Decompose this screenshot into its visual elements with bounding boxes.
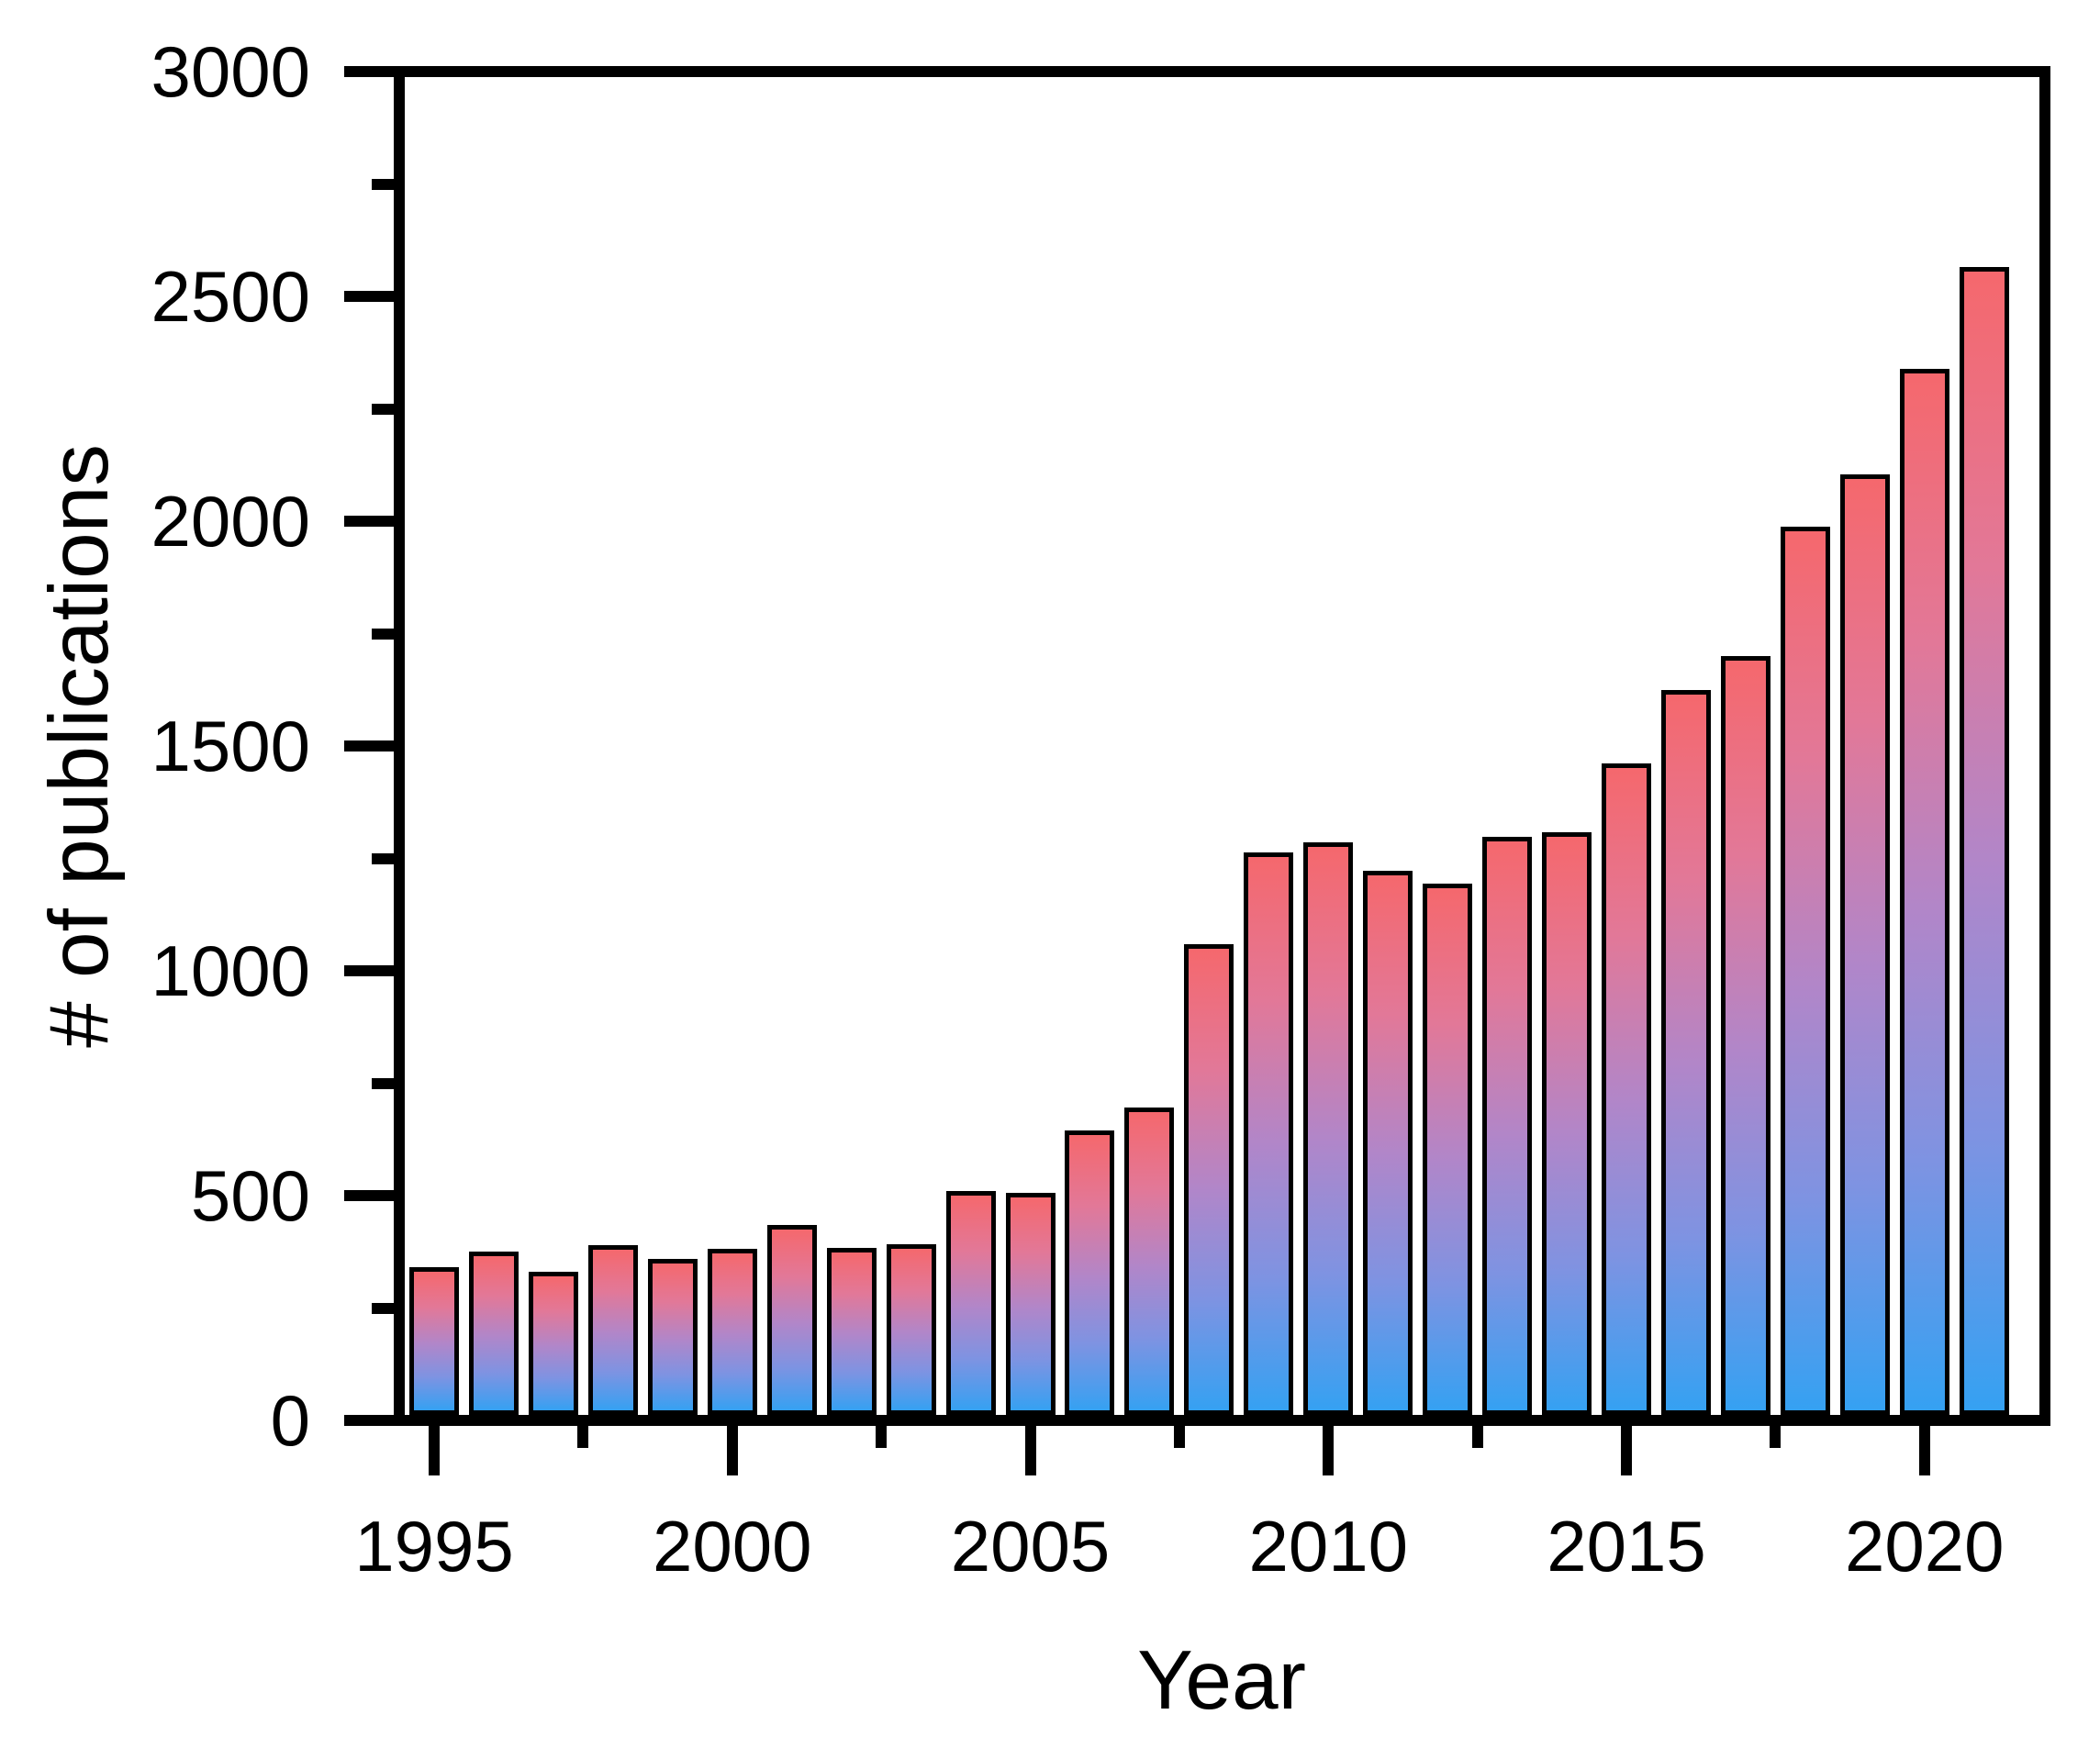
x-minor-tick bbox=[577, 1420, 589, 1448]
y-major-tick bbox=[344, 291, 399, 302]
bar-2018 bbox=[1780, 527, 1830, 1415]
x-minor-tick bbox=[1770, 1420, 1782, 1448]
x-tick-label: 2000 bbox=[652, 1506, 812, 1586]
bar-2000 bbox=[707, 1248, 757, 1415]
y-major-tick bbox=[344, 66, 399, 77]
x-axis-title: Year bbox=[1137, 1634, 1306, 1727]
bar-2007 bbox=[1124, 1108, 1175, 1415]
y-major-tick bbox=[344, 1190, 399, 1201]
bar-2003 bbox=[886, 1244, 936, 1415]
y-major-tick bbox=[344, 1415, 399, 1426]
y-tick-label: 1000 bbox=[151, 930, 310, 1011]
bar-2013 bbox=[1482, 837, 1533, 1415]
x-tick-label: 2020 bbox=[1844, 1506, 2005, 1586]
y-major-tick bbox=[344, 965, 399, 976]
y-tick-label: 1500 bbox=[151, 706, 310, 786]
y-axis-title: # of publications bbox=[33, 444, 126, 1048]
x-major-tick bbox=[1323, 1420, 1335, 1475]
x-major-tick bbox=[1918, 1420, 1930, 1475]
x-tick-label: 1995 bbox=[354, 1506, 514, 1586]
bar-2014 bbox=[1542, 832, 1592, 1415]
bar-2005 bbox=[1005, 1193, 1056, 1415]
x-major-tick bbox=[1024, 1420, 1036, 1475]
bar-2012 bbox=[1423, 884, 1473, 1415]
bar-1996 bbox=[468, 1251, 519, 1415]
bar-2001 bbox=[766, 1225, 817, 1415]
y-tick-label: 3000 bbox=[151, 31, 310, 112]
x-major-tick bbox=[726, 1420, 738, 1475]
bar-1997 bbox=[528, 1272, 578, 1415]
y-minor-tick bbox=[372, 628, 399, 640]
y-minor-tick bbox=[372, 403, 399, 415]
y-minor-tick bbox=[372, 178, 399, 190]
x-major-tick bbox=[1621, 1420, 1632, 1475]
bar-2015 bbox=[1602, 763, 1651, 1415]
bar-2017 bbox=[1720, 655, 1770, 1415]
x-tick-label: 2005 bbox=[950, 1506, 1111, 1586]
x-major-tick bbox=[429, 1420, 440, 1475]
y-tick-label: 2000 bbox=[151, 481, 310, 562]
bar-2021 bbox=[1959, 267, 2009, 1415]
y-tick-label: 500 bbox=[190, 1155, 310, 1236]
y-minor-tick bbox=[372, 1077, 399, 1089]
y-major-tick bbox=[344, 516, 399, 527]
y-tick-label: 2500 bbox=[151, 256, 310, 337]
bar-1999 bbox=[647, 1259, 698, 1415]
x-minor-tick bbox=[1471, 1420, 1483, 1448]
x-tick-label: 2010 bbox=[1248, 1506, 1409, 1586]
bar-2006 bbox=[1065, 1130, 1115, 1415]
y-minor-tick bbox=[372, 852, 399, 864]
bar-2009 bbox=[1244, 852, 1294, 1415]
bar-2011 bbox=[1363, 870, 1413, 1415]
y-minor-tick bbox=[372, 1302, 399, 1314]
y-major-tick bbox=[344, 740, 399, 751]
x-minor-tick bbox=[876, 1420, 888, 1448]
bar-1998 bbox=[587, 1245, 638, 1415]
bar-2008 bbox=[1184, 943, 1234, 1415]
bar-2002 bbox=[826, 1247, 877, 1415]
bar-2004 bbox=[945, 1191, 996, 1415]
bar-2020 bbox=[1899, 369, 1949, 1415]
bar-2010 bbox=[1303, 842, 1354, 1415]
x-minor-tick bbox=[1173, 1420, 1185, 1448]
y-tick-label: 0 bbox=[270, 1380, 310, 1461]
bar-2016 bbox=[1660, 689, 1711, 1415]
x-tick-label: 2015 bbox=[1547, 1506, 1706, 1586]
bar-2019 bbox=[1839, 474, 1890, 1415]
bar-1995 bbox=[409, 1267, 459, 1415]
